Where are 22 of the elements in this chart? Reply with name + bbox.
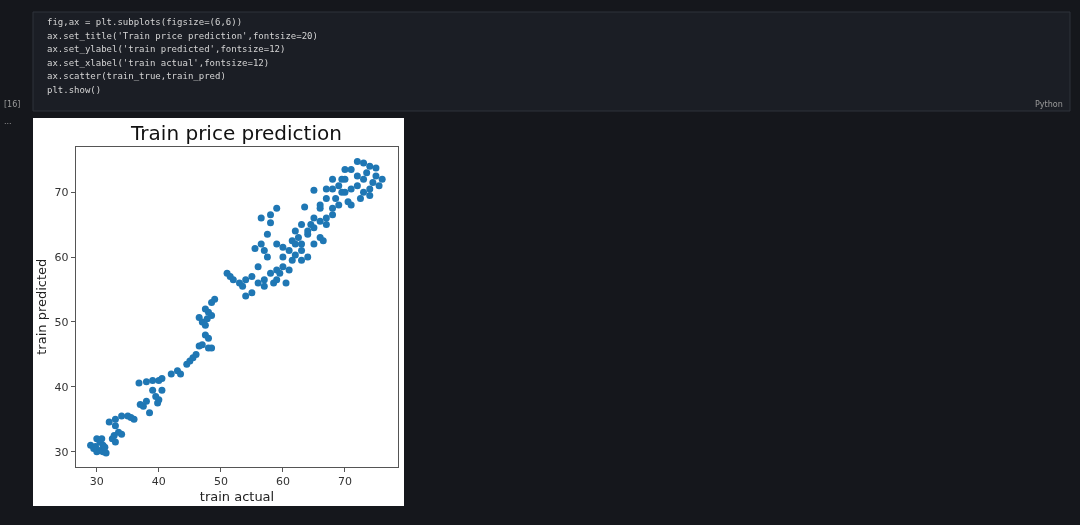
x-axis-title: train actual: [199, 488, 275, 504]
y-axis-title: train predicted: [34, 258, 50, 355]
y-tick-label: 50: [54, 315, 69, 329]
y-tick-label: 30: [54, 445, 69, 459]
text: ax.set_ylabel('train predicted',fontsize=12): [47, 44, 286, 54]
text: Python: [1035, 100, 1063, 109]
y-tick-label: 70: [54, 185, 69, 199]
y-tick-label: 60: [54, 250, 69, 264]
text: ax.set_title('Train price prediction',fontsize=20): [47, 31, 318, 41]
x-tick-label: 50: [213, 474, 228, 488]
text: ...: [4, 117, 12, 126]
chart-title: Train price prediction: [130, 121, 342, 145]
x-tick-label: 40: [151, 474, 166, 488]
y-tick-label: 40: [54, 380, 69, 394]
x-tick-label: 60: [275, 474, 290, 488]
text: ax.scatter(train_true,train_pred): [47, 71, 226, 81]
text: ax.set_xlabel('train actual',fontsize=12): [47, 58, 270, 68]
text: [16]: [4, 100, 21, 109]
x-tick-label: 30: [89, 474, 104, 488]
text: fig,ax = plt.subplots(figsize=(6,6)): [47, 17, 243, 27]
x-tick-label: 70: [337, 474, 352, 488]
text: plt.show(): [47, 85, 102, 95]
